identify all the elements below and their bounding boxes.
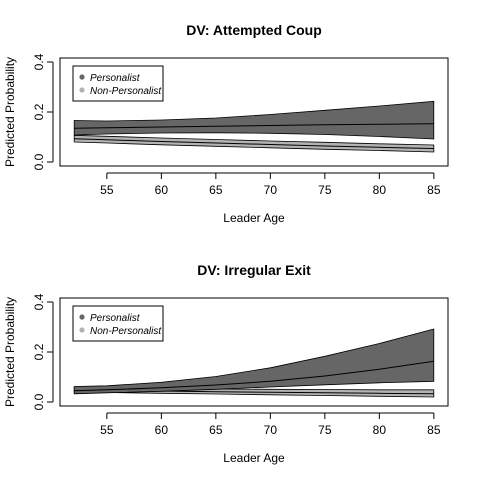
x-axis: 55 60 65 70 75 80 85 [100, 412, 441, 437]
x-tick-label: 55 [100, 183, 114, 197]
x-axis-label: Leader Age [223, 451, 285, 465]
legend-box [72, 305, 164, 342]
legend-label-personalist: Personalist [90, 73, 141, 84]
x-tick-label: 60 [155, 183, 169, 197]
y-tick-label: 0.0 [32, 153, 46, 170]
panel-irregular-exit: DV: Irregular Exit 55 60 65 70 75 80 85 0.0 0.2… [3, 262, 449, 465]
x-tick-label: 80 [373, 423, 387, 437]
legend-label-non-personalist: Non-Personalist [90, 86, 162, 97]
y-tick-label: 0.4 [32, 293, 46, 310]
x-axis-label: Leader Age [223, 211, 285, 225]
y-axis: 0.0 0.2 0.4 [32, 53, 54, 170]
y-tick-label: 0.2 [32, 103, 46, 120]
x-tick-label: 55 [100, 423, 114, 437]
legend: Personalist Non-Personalist [72, 305, 164, 342]
legend-marker-personalist [79, 74, 85, 80]
y-axis-label: Predicted Probability [3, 57, 17, 167]
x-tick-label: 70 [264, 183, 278, 197]
confidence-band-personalist [73, 100, 435, 140]
legend: Personalist Non-Personalist [72, 65, 164, 102]
x-tick-label: 75 [318, 423, 332, 437]
fit-line-personalist [74, 123, 434, 129]
y-axis-label: Predicted Probability [3, 297, 17, 407]
legend-box [72, 65, 164, 102]
plot-frame [59, 297, 449, 407]
legend-marker-non-personalist [79, 327, 85, 333]
panel-attempted-coup: DV: Attempted Coup 55 60 65 70 75 80 85 0.0 0.2… [3, 22, 449, 225]
x-tick-label: 60 [155, 423, 169, 437]
x-tick-label: 65 [209, 423, 223, 437]
y-axis: 0.0 0.2 0.4 [32, 293, 54, 410]
x-tick-label: 80 [373, 183, 387, 197]
x-tick-label: 75 [318, 183, 332, 197]
plot-area [73, 328, 435, 398]
y-tick-label: 0.4 [32, 53, 46, 70]
legend-label-personalist: Personalist [90, 313, 141, 324]
plot-area [73, 100, 435, 153]
x-tick-label: 70 [264, 423, 278, 437]
legend-marker-non-personalist [79, 87, 85, 93]
fit-line-non-personalist [74, 138, 434, 149]
chart-title: DV: Irregular Exit [197, 262, 311, 278]
legend-label-non-personalist: Non-Personalist [90, 326, 162, 337]
y-tick-label: 0.2 [32, 343, 46, 360]
y-tick-label: 0.0 [32, 393, 46, 410]
chart-title: DV: Attempted Coup [186, 22, 322, 38]
legend-marker-personalist [79, 314, 85, 320]
fit-line-personalist [74, 360, 434, 392]
x-tick-label: 85 [427, 423, 441, 437]
x-tick-label: 85 [427, 183, 441, 197]
x-tick-label: 65 [209, 183, 223, 197]
x-axis: 55 60 65 70 75 80 85 [100, 172, 441, 197]
confidence-band-personalist [73, 328, 435, 395]
plot-frame [59, 57, 449, 167]
